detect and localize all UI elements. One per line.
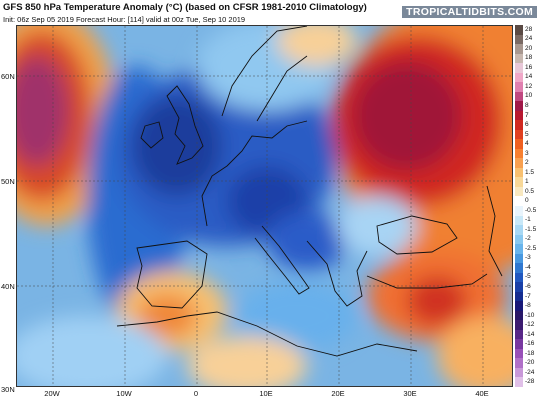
lat-label: 30N <box>1 385 15 394</box>
colorbar-label: 5 <box>525 130 529 138</box>
colorbar-label: -8 <box>525 302 531 310</box>
colorbar-label: 14 <box>525 73 533 81</box>
colorbar-swatch <box>515 82 523 93</box>
colorbar-label: -6 <box>525 282 531 290</box>
anomaly-map <box>16 25 513 387</box>
colorbar-label: 7 <box>525 111 529 119</box>
colorbar-swatch <box>515 339 523 350</box>
colorbar-swatch <box>515 91 523 102</box>
colorbar-swatch <box>515 148 523 159</box>
lat-label: 60N <box>1 72 15 81</box>
colorbar-label: -28 <box>525 378 535 386</box>
colorbar-label: -20 <box>525 359 535 367</box>
colorbar-label: 20 <box>525 44 533 52</box>
colorbar-label: -16 <box>525 340 535 348</box>
colorbar-swatch <box>515 329 523 340</box>
colorbar-swatch <box>515 158 523 169</box>
colorbar-label: 24 <box>525 35 533 43</box>
colorbar-swatch <box>515 110 523 121</box>
anomaly-field <box>17 26 512 386</box>
lon-label: 20W <box>44 389 60 398</box>
colorbar-label: -1 <box>525 216 531 224</box>
colorbar-swatch <box>515 34 523 45</box>
colorbar-swatch <box>515 63 523 74</box>
map-subtitle: Init: 06z Sep 05 2019 Forecast Hour: [11… <box>3 15 246 24</box>
colorbar-swatch <box>515 301 523 312</box>
lat-label: 40N <box>1 282 15 291</box>
colorbar-swatch <box>515 186 523 197</box>
colorbar-label: -2.5 <box>525 244 537 252</box>
colorbar-swatch <box>515 253 523 264</box>
colorbar-swatch <box>515 72 523 83</box>
colorbar-swatch <box>515 358 523 369</box>
colorbar-label: -12 <box>525 321 535 329</box>
graticule <box>17 26 512 386</box>
colorbar-swatch <box>515 206 523 217</box>
colorbar-legend: 28 24 20 18 16 14 12 10 8 7 6 5 4 3 2 1.5 1 0.5 0 -0.5 -1 -1.… <box>515 25 541 388</box>
coastlines <box>116 26 503 357</box>
lat-label: 50N <box>1 177 15 186</box>
colorbar-label: 3 <box>525 149 529 157</box>
colorbar-label: -4 <box>525 263 531 271</box>
colorbar-label: 12 <box>525 82 533 90</box>
lon-label: 30E <box>403 389 417 398</box>
lon-label: 10W <box>116 389 132 398</box>
colorbar-swatch <box>515 177 523 188</box>
colorbar-swatch <box>515 120 523 131</box>
colorbar-swatch <box>515 263 523 274</box>
colorbar-swatch <box>515 244 523 255</box>
colorbar-swatch <box>515 129 523 140</box>
lon-label: 0 <box>193 389 199 398</box>
colorbar-label: -3 <box>525 254 531 262</box>
colorbar-swatch <box>515 291 523 302</box>
colorbar-label: 4 <box>525 140 529 148</box>
colorbar-label: -0.5 <box>525 206 537 214</box>
colorbar-label: 6 <box>525 121 529 129</box>
colorbar-swatch <box>515 25 523 36</box>
colorbar-label: -14 <box>525 330 535 338</box>
colorbar-label: 1 <box>525 178 529 186</box>
colorbar-swatch <box>515 196 523 207</box>
colorbar-label: -24 <box>525 368 535 376</box>
lon-label: 40E <box>475 389 489 398</box>
colorbar-label: -1.5 <box>525 225 537 233</box>
lon-label: 20E <box>331 389 345 398</box>
colorbar-label: -7 <box>525 292 531 300</box>
map-title: GFS 850 hPa Temperature Anomaly (°C) (ba… <box>3 2 367 13</box>
colorbar-label: 16 <box>525 63 533 71</box>
colorbar-label: -10 <box>525 311 535 319</box>
map-canvas <box>17 26 512 386</box>
colorbar-label: 8 <box>525 101 529 109</box>
colorbar-swatch <box>515 320 523 331</box>
colorbar-swatch <box>515 167 523 178</box>
colorbar-swatch <box>515 215 523 226</box>
colorbar-swatch <box>515 139 523 150</box>
colorbar-swatch <box>515 272 523 283</box>
colorbar-label: 18 <box>525 54 533 62</box>
colorbar-swatch <box>515 53 523 64</box>
colorbar-swatch <box>515 377 523 388</box>
brand-label: TROPICALTIDBITS.COM <box>402 6 537 18</box>
colorbar-label: 0 <box>525 197 529 205</box>
colorbar-swatch <box>515 225 523 236</box>
colorbar-label: 10 <box>525 92 533 100</box>
lon-label: 10E <box>259 389 273 398</box>
colorbar-swatch <box>515 234 523 245</box>
colorbar-label: 2 <box>525 159 529 167</box>
colorbar-label: -2 <box>525 235 531 243</box>
colorbar-label: 0.5 <box>525 187 535 195</box>
colorbar-label: 28 <box>525 25 533 33</box>
colorbar-swatch <box>515 348 523 359</box>
colorbar-label: -18 <box>525 349 535 357</box>
colorbar-swatch <box>515 310 523 321</box>
colorbar-swatch <box>515 367 523 378</box>
colorbar-label: -5 <box>525 273 531 281</box>
colorbar-swatch <box>515 44 523 55</box>
colorbar-swatch <box>515 101 523 112</box>
colorbar-label: 1.5 <box>525 168 535 176</box>
colorbar-swatch <box>515 282 523 293</box>
